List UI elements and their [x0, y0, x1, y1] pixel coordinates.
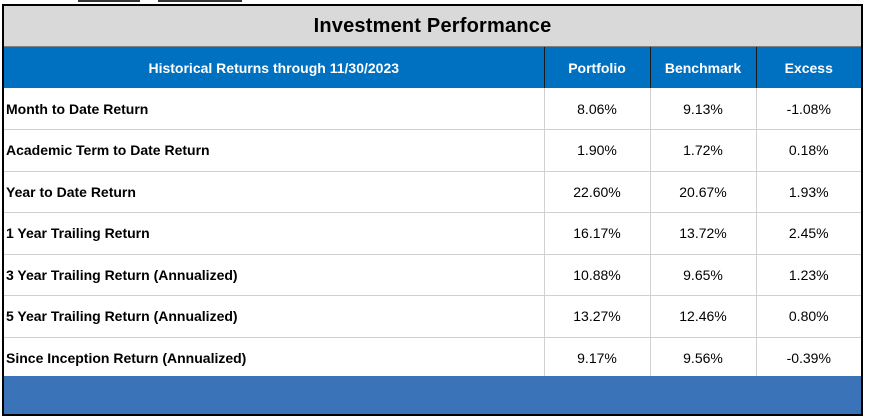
row-label: Since Inception Return (Annualized) [4, 336, 544, 380]
row-label: Academic Term to Date Return [4, 129, 544, 171]
header-historical-returns: Historical Returns through 11/30/2023 [148, 59, 400, 76]
excess-value: 2.45% [755, 212, 861, 254]
footer-bar [4, 376, 861, 414]
portfolio-value: 8.06% [543, 88, 650, 130]
row-label: Year to Date Return [4, 170, 544, 213]
excess-value: -0.39% [755, 336, 861, 380]
benchmark-value: 9.13% [649, 88, 756, 130]
top-border-segment [78, 0, 140, 2]
table-row: Year to Date Return 22.60% 20.67% 1.93% [4, 170, 861, 213]
returns-table: Historical Returns through 11/30/2023 Po… [4, 47, 861, 380]
title-bar: Investment Performance [4, 6, 861, 47]
benchmark-value: 1.72% [649, 129, 756, 171]
excess-value: 0.18% [755, 129, 861, 171]
benchmark-value: 13.72% [649, 212, 756, 254]
benchmark-value: 9.56% [649, 336, 756, 380]
benchmark-value: 20.67% [649, 170, 756, 213]
table-row: Since Inception Return (Annualized) 9.17… [4, 336, 861, 380]
top-border-segment [158, 0, 242, 2]
table-row: Month to Date Return 8.06% 9.13% -1.08% [4, 88, 861, 130]
row-label: Month to Date Return [6, 100, 149, 117]
portfolio-value: 10.88% [543, 253, 650, 296]
portfolio-value: 13.27% [543, 295, 650, 337]
header-benchmark: Benchmark [649, 47, 756, 88]
benchmark-value: 9.65% [649, 253, 756, 296]
excess-value: 1.93% [755, 170, 861, 213]
portfolio-value: 22.60% [543, 170, 650, 213]
header-portfolio: Portfolio [543, 47, 650, 88]
table-row: Academic Term to Date Return 1.90% 1.72%… [4, 129, 861, 171]
row-label: 3 Year Trailing Return (Annualized) [4, 253, 544, 296]
table-row: 1 Year Trailing Return 16.17% 13.72% 2.4… [4, 212, 861, 254]
table-row: 5 Year Trailing Return (Annualized) 13.2… [4, 295, 861, 337]
portfolio-value: 16.17% [543, 212, 650, 254]
header-excess: Excess [755, 47, 861, 88]
row-label: 5 Year Trailing Return (Annualized) [4, 295, 544, 337]
header-row: Historical Returns through 11/30/2023 Po… [4, 47, 861, 88]
portfolio-value: 9.17% [543, 336, 650, 380]
panel-title: Investment Performance [313, 14, 552, 37]
row-label: 1 Year Trailing Return [4, 212, 544, 254]
table-row: 3 Year Trailing Return (Annualized) 10.8… [4, 253, 861, 296]
top-strip [0, 0, 869, 4]
excess-value: -1.08% [755, 88, 861, 130]
excess-value: 1.23% [755, 253, 861, 296]
benchmark-value: 12.46% [649, 295, 756, 337]
portfolio-value: 1.90% [543, 129, 650, 171]
performance-panel: Investment Performance Historical Return… [2, 4, 863, 416]
excess-value: 0.80% [755, 295, 861, 337]
